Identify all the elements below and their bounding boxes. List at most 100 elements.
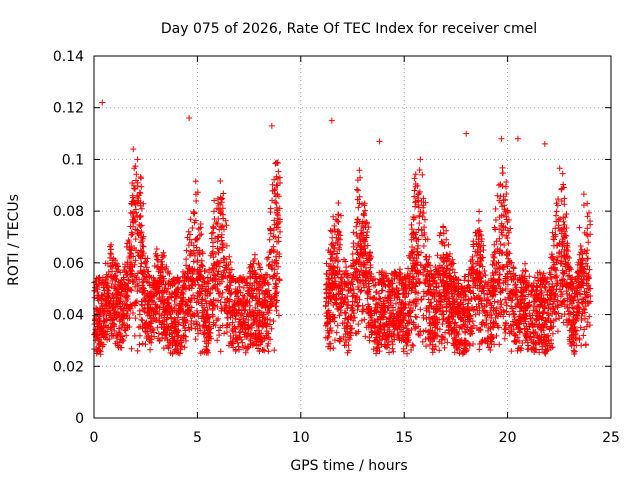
data-point bbox=[349, 250, 356, 257]
data-point bbox=[124, 292, 131, 299]
data-point bbox=[102, 328, 109, 335]
data-point bbox=[198, 261, 205, 268]
data-point bbox=[223, 286, 230, 293]
data-point bbox=[149, 314, 156, 321]
data-point bbox=[214, 221, 221, 228]
data-point bbox=[276, 216, 283, 223]
data-point bbox=[266, 236, 273, 243]
data-point bbox=[247, 322, 254, 329]
data-point bbox=[135, 324, 142, 331]
data-point-peak bbox=[328, 117, 335, 124]
data-point bbox=[159, 252, 166, 259]
data-point bbox=[109, 302, 116, 309]
data-point bbox=[144, 301, 151, 308]
data-point bbox=[584, 200, 591, 207]
data-point bbox=[230, 334, 237, 341]
data-point bbox=[155, 335, 162, 342]
data-point bbox=[139, 317, 146, 324]
data-point bbox=[137, 223, 144, 230]
data-point bbox=[496, 271, 503, 278]
data-point bbox=[240, 315, 247, 322]
data-point bbox=[217, 201, 224, 208]
data-point bbox=[258, 287, 265, 294]
data-point bbox=[93, 321, 100, 328]
data-point-peak bbox=[498, 135, 505, 142]
data-point bbox=[204, 327, 211, 334]
data-point bbox=[269, 187, 276, 194]
data-point bbox=[198, 262, 205, 269]
data-point bbox=[140, 285, 147, 292]
data-point bbox=[267, 249, 274, 256]
data-point bbox=[163, 289, 170, 296]
data-point bbox=[166, 278, 173, 285]
data-point bbox=[379, 287, 386, 294]
data-point bbox=[139, 279, 146, 286]
data-point bbox=[253, 327, 260, 334]
data-point bbox=[199, 307, 206, 314]
data-point bbox=[258, 309, 265, 316]
data-point bbox=[95, 345, 102, 352]
data-point bbox=[150, 329, 157, 336]
data-point bbox=[371, 318, 378, 325]
data-point bbox=[208, 230, 215, 237]
data-point bbox=[556, 165, 563, 172]
data-point bbox=[113, 293, 120, 300]
data-point bbox=[202, 319, 209, 326]
data-point bbox=[174, 286, 181, 293]
data-point bbox=[240, 303, 247, 310]
data-point bbox=[416, 166, 423, 173]
data-point bbox=[128, 345, 135, 352]
data-point bbox=[132, 283, 139, 290]
data-point bbox=[219, 247, 226, 254]
data-point bbox=[154, 303, 161, 310]
data-point bbox=[533, 283, 540, 290]
data-point bbox=[192, 236, 199, 243]
data-point bbox=[275, 224, 282, 231]
data-point bbox=[266, 274, 273, 281]
data-point bbox=[129, 278, 136, 285]
data-point bbox=[194, 257, 201, 264]
data-point bbox=[167, 349, 174, 356]
data-point bbox=[129, 231, 136, 238]
data-point bbox=[227, 282, 234, 289]
data-point bbox=[418, 296, 425, 303]
data-point bbox=[202, 313, 209, 320]
data-point bbox=[247, 340, 254, 347]
data-point bbox=[153, 246, 160, 253]
data-point bbox=[236, 329, 243, 336]
x-tick-label: 5 bbox=[193, 430, 202, 446]
data-point bbox=[495, 182, 502, 189]
data-point bbox=[218, 237, 225, 244]
data-point bbox=[370, 295, 377, 302]
data-point bbox=[223, 322, 230, 329]
data-point bbox=[205, 286, 212, 293]
data-point bbox=[188, 325, 195, 332]
data-point bbox=[259, 282, 266, 289]
data-point bbox=[476, 346, 483, 353]
data-point bbox=[114, 291, 121, 298]
data-point bbox=[132, 216, 139, 223]
data-point bbox=[239, 292, 246, 299]
x-tick-label: 15 bbox=[395, 430, 413, 446]
data-point bbox=[104, 287, 111, 294]
data-point bbox=[224, 314, 231, 321]
data-point bbox=[253, 315, 260, 322]
data-points bbox=[91, 99, 594, 358]
data-point bbox=[207, 252, 214, 259]
data-point bbox=[220, 255, 227, 262]
data-point bbox=[138, 205, 145, 212]
data-point bbox=[417, 156, 424, 163]
data-point bbox=[161, 297, 168, 304]
data-point-peak bbox=[130, 146, 137, 153]
data-point bbox=[350, 229, 357, 236]
data-point bbox=[252, 304, 259, 311]
data-point bbox=[240, 284, 247, 291]
data-point bbox=[353, 223, 360, 230]
data-point bbox=[188, 297, 195, 304]
data-point bbox=[135, 230, 142, 237]
data-point bbox=[499, 170, 506, 177]
data-point bbox=[522, 260, 529, 267]
data-point bbox=[143, 258, 150, 265]
data-point bbox=[131, 332, 138, 339]
data-point bbox=[194, 189, 201, 196]
